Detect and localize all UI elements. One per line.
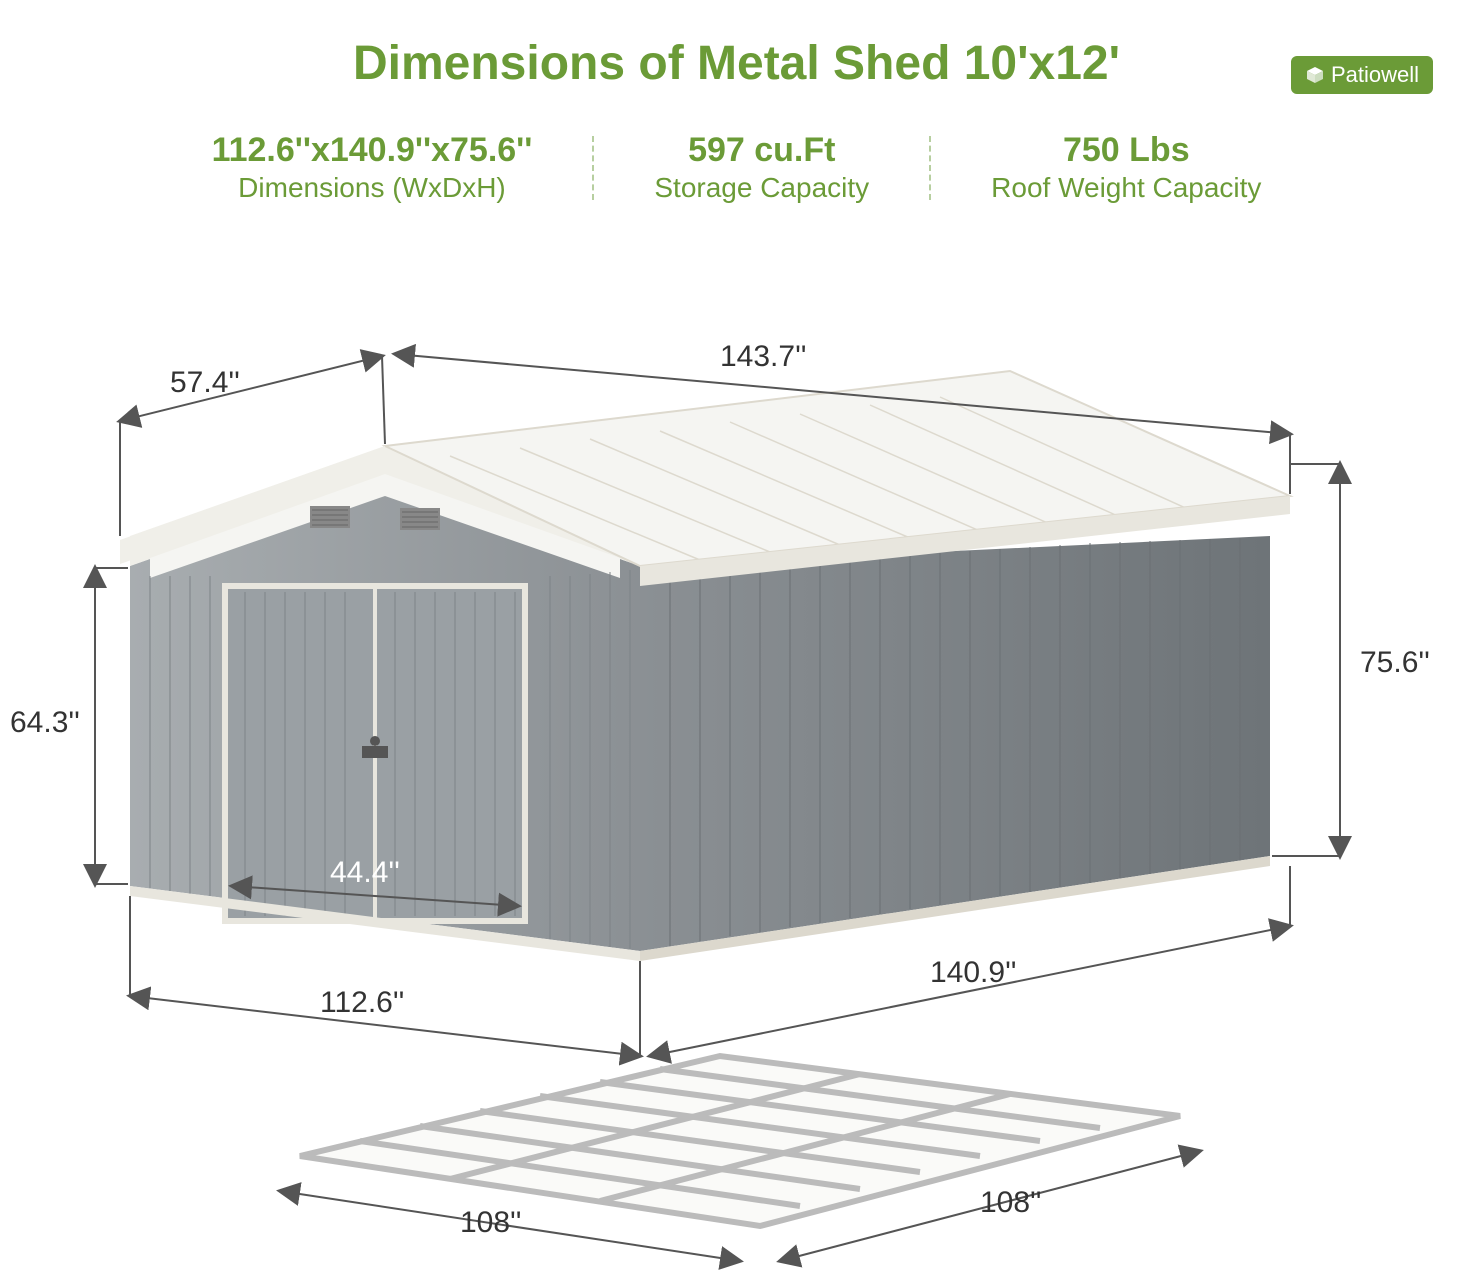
door-latch-icon <box>370 736 380 746</box>
spec-dimensions: 112.6''x140.9''x75.6'' Dimensions (WxDxH… <box>152 131 593 204</box>
spec-roof: 750 Lbs Roof Weight Capacity <box>931 131 1321 204</box>
dim-roof-full: 143.7'' <box>720 340 807 374</box>
spec-label: Dimensions (WxDxH) <box>212 172 533 204</box>
spec-label: Roof Weight Capacity <box>991 172 1261 204</box>
dim-front-height: 64.3'' <box>10 706 80 740</box>
shed-side-wall <box>640 536 1270 951</box>
spec-value: 750 Lbs <box>991 131 1261 170</box>
spec-capacity: 597 cu.Ft Storage Capacity <box>594 131 929 204</box>
page-title: Dimensions of Metal Shed 10'x12' <box>0 36 1473 91</box>
dim-side-depth: 140.9'' <box>930 956 1017 990</box>
floor-base-frame <box>300 1056 1180 1226</box>
brand-name: Patiowell <box>1331 62 1419 88</box>
dim-base-w: 108'' <box>460 1206 522 1240</box>
spec-value: 597 cu.Ft <box>654 131 869 170</box>
shed-diagram: 57.4'' 143.7'' 64.3'' 44.4'' 112.6'' 140… <box>0 296 1473 1276</box>
spec-value: 112.6''x140.9''x75.6'' <box>212 131 533 170</box>
dim-roof-half: 57.4'' <box>170 366 240 400</box>
brand-cube-icon <box>1305 65 1325 85</box>
brand-badge: Patiowell <box>1291 56 1433 94</box>
dim-total-height: 75.6'' <box>1360 646 1430 680</box>
dim-base-d: 108'' <box>980 1186 1042 1220</box>
dim-front-width: 112.6'' <box>320 986 404 1020</box>
specs-row: 112.6''x140.9''x75.6'' Dimensions (WxDxH… <box>0 131 1473 204</box>
door-handle-icon <box>362 746 388 758</box>
spec-label: Storage Capacity <box>654 172 869 204</box>
dim-door-width: 44.4'' <box>330 856 400 890</box>
